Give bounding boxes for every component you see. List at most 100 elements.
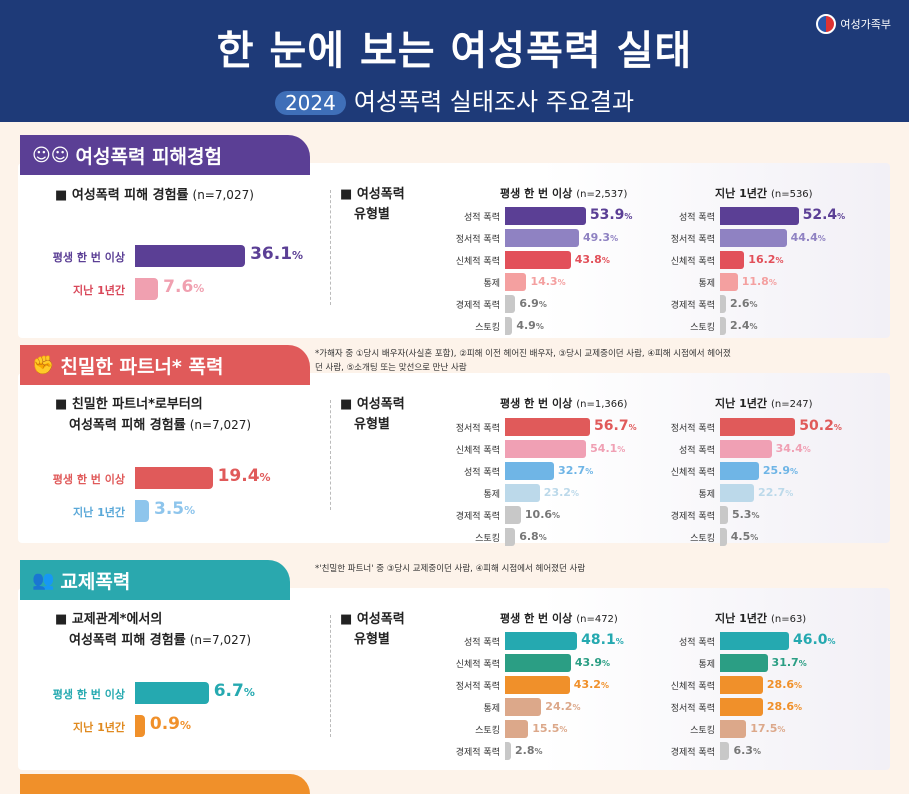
value-number: 24.2 (545, 700, 573, 713)
value-label: 52.4% (803, 207, 846, 223)
category-label: 정서적 폭력 (670, 424, 715, 434)
value-number: 2.6 (730, 297, 750, 310)
value-unit: % (833, 423, 842, 432)
value-unit: % (749, 322, 758, 331)
value-number: 43.2 (573, 678, 601, 691)
rate-unit: % (292, 249, 304, 262)
value-unit: % (552, 511, 561, 520)
value-unit: % (837, 212, 846, 221)
value-number: 11.8 (741, 275, 769, 288)
rate-unit: % (243, 686, 255, 699)
value-unit: % (827, 637, 836, 646)
value-number: 16.2 (748, 253, 776, 266)
chart-title: 지난 1년간 (n=63) (715, 610, 806, 626)
value-unit: % (798, 659, 807, 668)
bullet-icon: ■ (340, 187, 357, 202)
value-unit: % (601, 659, 610, 668)
rate-label: 평생 한 번 이상 (52, 251, 125, 264)
rate-unit: % (180, 719, 192, 732)
value-unit: % (538, 300, 547, 309)
section-divider (330, 190, 331, 305)
chart-title-text: 지난 1년간 (715, 187, 767, 200)
rate-label: 지난 1년간 (73, 284, 125, 297)
value-unit: % (559, 725, 568, 734)
value-label: 22.7% (758, 486, 793, 499)
category-label: 성적 폭력 (464, 468, 500, 478)
category-label: 스토킹 (690, 534, 715, 544)
rate-number: 0.9 (149, 714, 181, 734)
value-unit: % (794, 681, 803, 690)
value-label: 50.2% (799, 418, 842, 434)
value-number: 48.1 (581, 632, 616, 648)
chart-title: 평생 한 번 이상 (n=472) (500, 610, 618, 626)
bar (720, 742, 730, 760)
rate-bar (135, 715, 145, 737)
value-label: 25.9% (763, 464, 798, 477)
category-label: 신체적 폭력 (455, 257, 500, 267)
type-title-line2: 유형별 (354, 207, 390, 222)
category-label: 경제적 폭력 (455, 748, 500, 758)
category-label: 신체적 폭력 (455, 660, 500, 670)
value-number: 5.3 (731, 508, 752, 521)
chart-title: 지난 1년간 (n=247) (715, 395, 813, 411)
value-number: 4.5 (730, 530, 751, 543)
bar (505, 273, 527, 291)
bar (720, 440, 772, 458)
category-label: 스토킹 (475, 726, 500, 736)
page-title: 한 눈에 보는 여성폭력 실태 (216, 28, 693, 74)
category-label: 경제적 폭력 (670, 512, 715, 522)
value-label: 16.2% (748, 253, 783, 266)
bar (720, 698, 763, 716)
value-number: 46.0 (793, 632, 828, 648)
category-label: 정서적 폭력 (455, 682, 500, 692)
category-label: 성적 폭력 (464, 213, 500, 223)
category-label: 정서적 폭력 (670, 235, 715, 245)
section-divider (330, 400, 331, 510)
rate-title-line2: 여성폭력 피해 경험률 (69, 418, 186, 433)
value-number: 2.8 (515, 744, 535, 757)
value-unit: % (752, 747, 761, 756)
rate-bar (135, 682, 209, 704)
value-number: 6.9 (519, 297, 539, 310)
value-unit: % (777, 725, 786, 734)
type-title-line1: 여성폭력 (356, 187, 405, 202)
chart-sample-size: (n=472) (576, 614, 618, 625)
footnote: *가해자 중 ①당시 배우자(사실혼 포함), ②피해 이전 헤어진 배우자, … (315, 349, 731, 373)
rate-number: 3.5 (154, 499, 185, 519)
chart-sample-size: (n=1,366) (576, 399, 628, 410)
value-label: 28.6% (767, 678, 802, 691)
footnote: *'친밀한 파트너' 중 ③당시 교제중이던 사람, ④피해 시점에서 헤어졌던… (315, 564, 586, 574)
value-unit: % (750, 533, 759, 542)
value-unit: % (570, 489, 579, 498)
value-unit: % (775, 256, 784, 265)
sample-size: (n=7,027) (189, 633, 252, 647)
bar (720, 229, 787, 247)
value-label: 23.2% (544, 486, 579, 499)
value-number: 49.3 (582, 231, 611, 244)
category-label: 경제적 폭력 (670, 748, 715, 758)
bullet-icon: ■ (340, 397, 357, 412)
value-unit: % (610, 234, 619, 243)
bullet-icon: ■ (340, 612, 357, 627)
value-label: 46.0% (793, 632, 836, 648)
value-number: 17.5 (750, 722, 778, 735)
rate-label: 지난 1년간 (73, 721, 125, 734)
chart-title-text: 평생 한 번 이상 (500, 187, 573, 200)
bar (720, 251, 745, 269)
rate-number: 36.1 (250, 244, 293, 264)
ministry-logo: 여성가족부 (816, 14, 891, 34)
value-number: 31.7 (771, 656, 799, 669)
value-unit: % (628, 423, 637, 432)
chart-title: 평생 한 번 이상 (n=1,366) (500, 395, 627, 411)
value-unit: % (600, 681, 609, 690)
value-number: 15.5 (532, 722, 560, 735)
value-unit: % (789, 467, 798, 476)
type-title-line2: 유형별 (354, 632, 390, 647)
value-label: 54.1% (590, 442, 625, 455)
bar (505, 742, 511, 760)
bar (505, 654, 571, 672)
bar (505, 462, 555, 480)
value-number: 34.4 (775, 442, 803, 455)
rate-value: 3.5% (154, 499, 195, 519)
bar (720, 528, 727, 546)
